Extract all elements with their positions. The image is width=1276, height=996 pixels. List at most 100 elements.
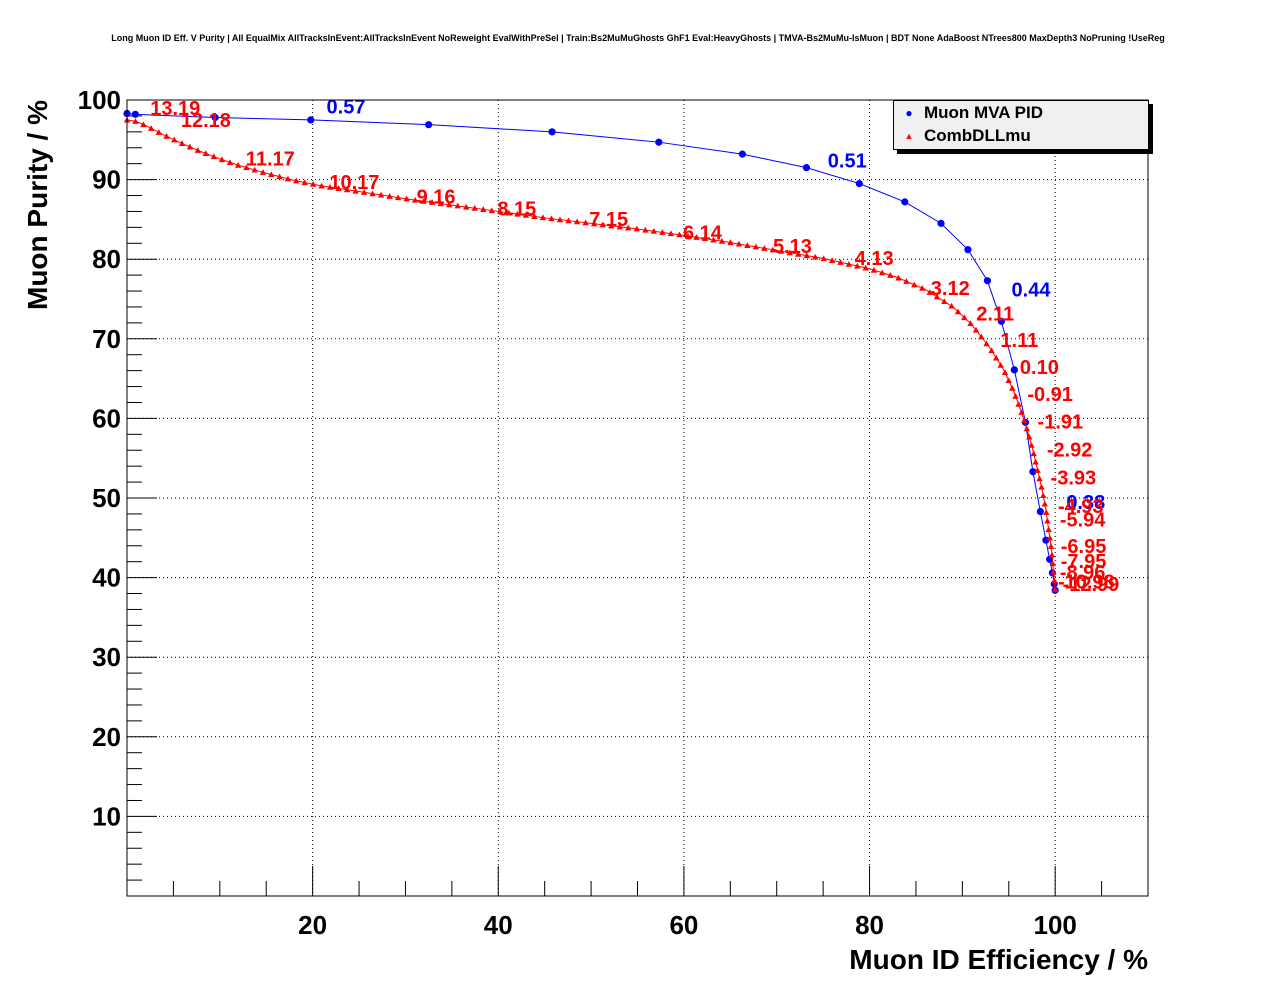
data-point-combdllmu bbox=[301, 179, 308, 186]
series-layer bbox=[123, 109, 1059, 594]
y-tick-label: 70 bbox=[92, 324, 121, 354]
data-point-combdllmu bbox=[234, 161, 242, 168]
data-point-combdllmu bbox=[820, 255, 827, 262]
data-point-combdllmu bbox=[243, 164, 250, 171]
data-point-combdllmu bbox=[335, 185, 342, 192]
data-point-combdllmu bbox=[420, 197, 427, 204]
data-point-combdllmu bbox=[684, 232, 692, 239]
data-point-combdllmu bbox=[710, 236, 717, 243]
data-point-combdllmu bbox=[147, 125, 155, 131]
legend-entry-muon-mva-pid: ● Muon MVA PID bbox=[902, 102, 1043, 124]
data-point-combdllmu bbox=[803, 252, 810, 259]
data-point-combdllmu bbox=[259, 169, 267, 175]
data-point-muon-mva-pid bbox=[1042, 536, 1050, 544]
data-point-combdllmu bbox=[471, 205, 478, 211]
data-point-muon-mva-pid bbox=[131, 110, 139, 118]
point-label: 7.15 bbox=[589, 209, 628, 231]
data-point-combdllmu bbox=[251, 166, 258, 173]
x-tick-label: 60 bbox=[669, 910, 698, 940]
data-point-combdllmu bbox=[625, 224, 632, 231]
data-point-combdllmu bbox=[1012, 392, 1019, 399]
data-point-combdllmu bbox=[284, 175, 292, 182]
data-point-combdllmu bbox=[1023, 425, 1030, 432]
data-point-combdllmu bbox=[735, 240, 743, 247]
x-axis-label: Muon ID Efficiency / % bbox=[849, 944, 1148, 975]
y-tick-label: 90 bbox=[92, 165, 121, 195]
data-point-combdllmu bbox=[497, 208, 504, 215]
data-point-muon-mva-pid bbox=[983, 277, 992, 285]
data-point-combdllmu bbox=[210, 153, 218, 160]
data-point-combdllmu bbox=[1005, 377, 1012, 383]
data-point-combdllmu bbox=[1001, 369, 1009, 376]
data-point-combdllmu bbox=[403, 195, 410, 202]
point-label: 0.38 bbox=[1066, 492, 1105, 514]
data-point-combdllmu bbox=[394, 194, 402, 201]
data-point-combdllmu bbox=[163, 132, 170, 139]
series-line-muon-mva-pid bbox=[126, 113, 1056, 591]
data-point-combdllmu bbox=[1039, 492, 1047, 499]
data-point-combdllmu bbox=[343, 186, 351, 193]
data-point-combdllmu bbox=[194, 147, 202, 153]
data-point-combdllmu bbox=[1009, 385, 1016, 391]
point-label: 11.17 bbox=[246, 148, 295, 170]
point-label: 12.18 bbox=[181, 110, 231, 132]
data-point-combdllmu bbox=[1032, 458, 1039, 465]
point-label: 4.13 bbox=[855, 248, 894, 270]
chart-title: Long Muon ID Eff. V Purity | All EqualMi… bbox=[111, 33, 1165, 43]
data-point-combdllmu bbox=[155, 129, 162, 135]
data-point-combdllmu bbox=[178, 140, 186, 147]
point-label: -6.95 bbox=[1061, 536, 1107, 558]
data-point-combdllmu bbox=[1018, 409, 1025, 415]
data-point-combdllmu bbox=[531, 213, 538, 219]
data-point-muon-mva-pid bbox=[1029, 468, 1037, 476]
data-point-combdllmu bbox=[132, 118, 139, 124]
data-point-combdllmu bbox=[480, 206, 487, 212]
point-label: 8.15 bbox=[497, 198, 536, 220]
data-point-combdllmu bbox=[845, 260, 853, 267]
x-tick-label: 40 bbox=[484, 910, 513, 940]
data-point-combdllmu bbox=[828, 257, 836, 263]
data-point-combdllmu bbox=[505, 209, 513, 216]
data-point-combdllmu bbox=[887, 272, 894, 278]
data-point-combdllmu bbox=[616, 223, 623, 230]
point-label: 1.11 bbox=[1000, 330, 1038, 352]
data-point-combdllmu bbox=[1049, 560, 1056, 567]
data-point-combdllmu bbox=[437, 200, 444, 207]
data-point-combdllmu bbox=[854, 262, 861, 269]
data-point-combdllmu bbox=[967, 320, 974, 327]
data-point-combdllmu bbox=[309, 181, 317, 187]
data-point-muon-mva-pid bbox=[855, 179, 863, 188]
data-point-combdllmu bbox=[202, 150, 210, 157]
data-point-muon-mva-pid bbox=[802, 164, 811, 172]
data-point-combdllmu bbox=[870, 266, 878, 273]
data-point-combdllmu bbox=[650, 227, 658, 234]
x-tick-label: 100 bbox=[1033, 910, 1076, 940]
data-point-combdllmu bbox=[539, 214, 547, 221]
circle-marker-icon: ● bbox=[905, 106, 913, 120]
data-point-combdllmu bbox=[948, 302, 955, 309]
y-tick-label: 20 bbox=[92, 722, 121, 752]
data-point-combdllmu bbox=[360, 189, 368, 195]
data-point-combdllmu bbox=[582, 219, 589, 226]
y-tick-label: 60 bbox=[92, 403, 121, 433]
data-point-combdllmu bbox=[659, 229, 666, 235]
data-point-combdllmu bbox=[642, 226, 649, 233]
data-point-combdllmu bbox=[1020, 417, 1028, 424]
data-point-combdllmu bbox=[941, 298, 948, 304]
y-tick-label: 50 bbox=[92, 483, 121, 513]
data-point-combdllmu bbox=[140, 121, 147, 128]
data-point-combdllmu bbox=[411, 196, 419, 203]
data-point-combdllmu bbox=[693, 234, 700, 240]
y-tick-label: 80 bbox=[92, 244, 121, 274]
point-label: -4.93 bbox=[1058, 496, 1104, 518]
data-point-combdllmu bbox=[718, 237, 726, 244]
data-point-combdllmu bbox=[752, 243, 760, 250]
point-label: -2.92 bbox=[1047, 440, 1093, 462]
data-point-combdllmu bbox=[226, 159, 234, 165]
data-point-combdllmu bbox=[744, 242, 751, 248]
data-point-combdllmu bbox=[463, 203, 470, 210]
data-point-combdllmu bbox=[997, 361, 1004, 368]
data-point-combdllmu bbox=[318, 182, 325, 189]
data-point-combdllmu bbox=[1048, 551, 1056, 558]
